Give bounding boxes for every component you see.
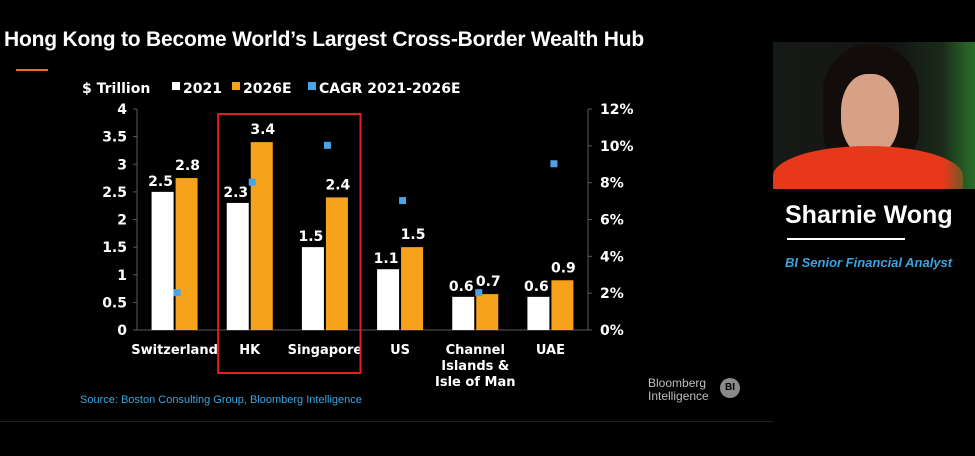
data-label-2021: 0.6 bbox=[449, 279, 474, 295]
y2-tick-label: 4% bbox=[600, 249, 624, 265]
cagr-marker bbox=[550, 160, 558, 168]
category-label: Channel bbox=[446, 343, 505, 358]
title-accent-rule bbox=[16, 69, 48, 71]
bar-2021 bbox=[452, 296, 475, 330]
category-label: Isle of Man bbox=[435, 375, 515, 390]
y2-tick-label: 10% bbox=[600, 139, 634, 155]
bar-2026e bbox=[250, 142, 273, 330]
presenter-panel: Sharnie Wong BI Senior Financial Analyst bbox=[773, 0, 975, 456]
presenter-name-underline bbox=[787, 238, 905, 240]
y-tick-label: 2.5 bbox=[102, 185, 127, 201]
logo-line-1: Bloomberg bbox=[648, 376, 707, 390]
bar-2026e bbox=[325, 197, 348, 330]
data-label-2021: 1.1 bbox=[374, 251, 399, 267]
y-tick-label: 3 bbox=[117, 157, 127, 173]
cagr-marker bbox=[173, 289, 181, 297]
legend-swatch-2 bbox=[232, 82, 240, 90]
bar-2021 bbox=[226, 202, 249, 330]
presenter-video bbox=[773, 42, 975, 189]
y-tick-label: 0 bbox=[117, 323, 127, 339]
category-label: Singapore bbox=[288, 343, 363, 358]
slide: Hong Kong to Become World’s Largest Cros… bbox=[0, 28, 773, 422]
data-label-2021: 2.5 bbox=[148, 174, 173, 190]
data-label-2026e: 1.5 bbox=[401, 227, 426, 243]
bar-2026e bbox=[401, 247, 424, 330]
legend-label-2: 2026E bbox=[243, 81, 292, 97]
presenter-role: BI Senior Financial Analyst bbox=[785, 255, 953, 270]
chart: 0 0.5 1 1.5 2 2.5 3 3.5 4 0% 2% 4% 6% 8% 10% 12% $ Trill… bbox=[82, 81, 634, 390]
legend-label-1: 2021 bbox=[183, 81, 222, 97]
legend-unit-label: $ Trillion bbox=[82, 81, 150, 97]
data-label-2026e: 0.7 bbox=[476, 274, 501, 290]
legend-label-3: CAGR 2021-2026E bbox=[319, 81, 461, 97]
y2-tick-label: 8% bbox=[600, 176, 624, 192]
y-tick-label: 4 bbox=[117, 102, 127, 118]
y-tick-label: 0.5 bbox=[102, 295, 127, 311]
bar-2026e bbox=[175, 178, 198, 330]
y2-tick-label: 0% bbox=[600, 323, 624, 339]
data-label-2026e: 2.8 bbox=[175, 158, 200, 174]
data-label-2021: 0.6 bbox=[524, 279, 549, 295]
category-label: Switzerland bbox=[131, 343, 218, 358]
cagr-marker bbox=[475, 289, 483, 297]
data-label-2026e: 2.4 bbox=[326, 177, 351, 193]
highlight-box bbox=[217, 113, 362, 374]
bar-2026e bbox=[476, 294, 499, 330]
bar-2026e bbox=[551, 280, 574, 330]
y-tick-label: 1 bbox=[117, 268, 127, 284]
bar-2021 bbox=[377, 269, 400, 330]
y2-tick-label: 2% bbox=[600, 286, 624, 302]
background-glow bbox=[943, 42, 975, 189]
y-tick-label: 2 bbox=[117, 213, 127, 229]
cagr-marker bbox=[248, 178, 256, 186]
data-label-2021: 1.5 bbox=[299, 229, 324, 245]
bloomberg-intelligence-logo: Bloomberg Intelligence bbox=[648, 377, 709, 403]
data-label-2026e: 3.4 bbox=[250, 122, 275, 138]
bar-2021 bbox=[151, 191, 174, 330]
y-tick-label: 3.5 bbox=[102, 130, 127, 146]
legend-swatch-1 bbox=[172, 82, 180, 90]
y-tick-label: 1.5 bbox=[102, 240, 127, 256]
source-note: Source: Boston Consulting Group, Bloombe… bbox=[80, 394, 362, 406]
y2-tick-label: 12% bbox=[600, 102, 634, 118]
y2-tick-label: 6% bbox=[600, 213, 624, 229]
category-label: US bbox=[390, 343, 410, 358]
bi-badge-icon: BI bbox=[720, 378, 740, 398]
logo-line-2: Intelligence bbox=[648, 389, 709, 403]
data-label-2021: 2.3 bbox=[223, 185, 248, 201]
bar-2021 bbox=[301, 247, 324, 330]
category-label: Islands & bbox=[441, 359, 509, 374]
bar-2021 bbox=[527, 296, 550, 330]
slide-title: Hong Kong to Become World’s Largest Cros… bbox=[4, 28, 645, 51]
category-label: UAE bbox=[536, 343, 565, 358]
cagr-marker bbox=[399, 197, 407, 205]
category-label: HK bbox=[239, 343, 261, 358]
data-label-2026e: 0.9 bbox=[551, 260, 576, 276]
legend-swatch-3 bbox=[308, 82, 316, 90]
presenter-name: Sharnie Wong bbox=[785, 201, 953, 229]
bottom-divider bbox=[0, 421, 773, 422]
presenter-shirt bbox=[773, 146, 963, 189]
presenter-face bbox=[841, 74, 899, 156]
cagr-marker bbox=[323, 141, 331, 149]
